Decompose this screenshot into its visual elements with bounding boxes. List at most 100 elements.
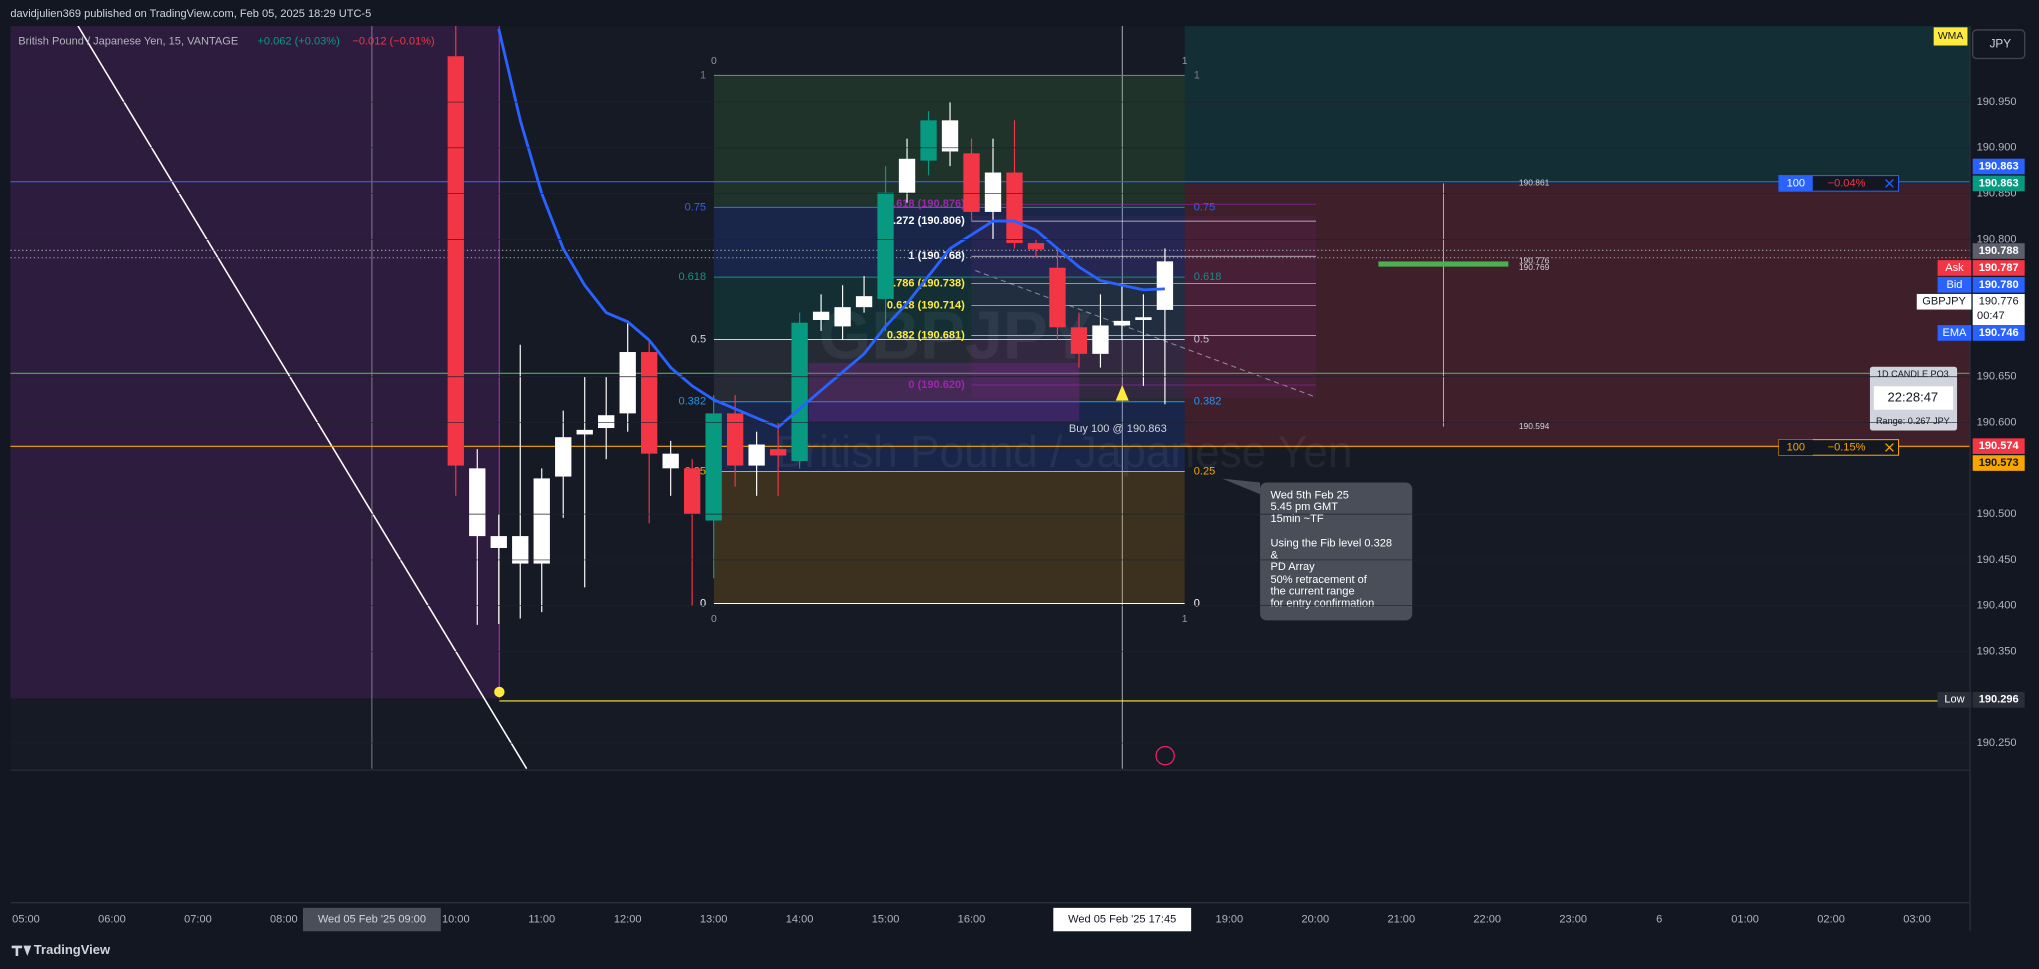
position-qty-bg bbox=[1778, 175, 1813, 192]
x-tick-label: 22:00 bbox=[1473, 913, 1501, 925]
y-tick-label: 190.800 bbox=[1977, 233, 2017, 245]
y-tick-label: 190.350 bbox=[1977, 645, 2017, 657]
price-tags: 190.863 190.863 190.788 190.787 Ask 190.780 Bi… bbox=[1778, 158, 2025, 708]
marker bbox=[494, 686, 505, 698]
logo bbox=[11, 945, 32, 956]
price-tag-label: 190.780 bbox=[1979, 279, 2019, 291]
y-tick-label: 190.500 bbox=[1977, 508, 2017, 520]
note-line: Wed 5th Feb 25 bbox=[1270, 489, 1348, 501]
candle-body bbox=[555, 437, 572, 477]
crosshair-label-bg bbox=[1053, 907, 1192, 932]
crosshair-label: Wed 05 Feb '25 09:00 bbox=[318, 913, 426, 925]
x-tick-label: 15:00 bbox=[872, 913, 900, 925]
candle-body bbox=[898, 158, 916, 193]
ema-line bbox=[497, 28, 1165, 429]
candle-body bbox=[490, 536, 507, 548]
candle-body bbox=[1006, 172, 1023, 244]
candle-body bbox=[791, 322, 808, 462]
watermark: British Pound / Japanese Yen bbox=[775, 428, 1352, 477]
y-tick-label: 190.400 bbox=[1977, 600, 2017, 612]
currency[interactable]: JPY bbox=[1990, 37, 2012, 50]
note-line: the current range bbox=[1270, 586, 1354, 598]
ext-label: 1.618 (190.876) bbox=[887, 198, 965, 210]
candle-body bbox=[963, 153, 980, 212]
fib-band bbox=[713, 471, 1185, 604]
candle-body bbox=[834, 307, 851, 327]
ext-label: 1.272 (190.806) bbox=[887, 215, 965, 227]
currency-button[interactable] bbox=[1972, 29, 2026, 60]
candle-body bbox=[769, 449, 787, 456]
x-tick-label: 05:00 bbox=[12, 913, 40, 925]
price-tag bbox=[1972, 293, 2025, 326]
fib-time-label: 0 bbox=[711, 614, 717, 625]
symbol-title: British Pound / Japanese Yen, 15, VANTAG… bbox=[18, 36, 238, 48]
fib-level-label: 1 bbox=[1194, 69, 1200, 81]
price-tag bbox=[1972, 260, 2025, 276]
stop-zone bbox=[1184, 183, 1971, 448]
x-tick-label: 19:00 bbox=[1216, 913, 1244, 925]
note-line: 50% retracement of bbox=[1270, 574, 1367, 586]
candle-body bbox=[920, 120, 937, 161]
candle-body bbox=[1156, 261, 1174, 310]
fib-time-label: 1 bbox=[1182, 56, 1188, 67]
y-tick-label: 190.900 bbox=[1977, 142, 2017, 154]
candle-body bbox=[984, 172, 1002, 212]
candle-body bbox=[726, 413, 744, 466]
price-tag-name: Bid bbox=[1946, 279, 1962, 291]
candle-body bbox=[812, 311, 830, 320]
position-pnl: −0.15% bbox=[1828, 441, 1866, 453]
candle-box-timer-bg bbox=[1873, 386, 1954, 410]
candle-box-timer: 22:28:47 bbox=[1888, 389, 1939, 404]
brand: TradingView bbox=[34, 942, 111, 957]
x-tick-label: 16:00 bbox=[958, 913, 986, 925]
candle-body bbox=[941, 120, 959, 152]
countdown: 00:47 bbox=[1977, 310, 2005, 322]
price-tag-name: Low bbox=[1944, 694, 1964, 706]
price-tag-name: Ask bbox=[1945, 262, 1964, 274]
candle-box-range: Range: 0.267 JPY bbox=[1876, 416, 1950, 426]
alert-icon bbox=[1155, 745, 1175, 766]
candle-body bbox=[877, 192, 894, 299]
fib-level-label: 0.618 bbox=[1194, 271, 1222, 283]
price-tag-name-bg bbox=[1916, 293, 1972, 310]
price-tag-name-bg bbox=[1937, 260, 1972, 276]
price-tag-label: 190.787 bbox=[1979, 262, 2019, 274]
price-tag-label: 190.573 bbox=[1979, 457, 2019, 469]
x-tick-label: 07:00 bbox=[184, 913, 212, 925]
range-box bbox=[10, 26, 500, 699]
price-tag bbox=[1972, 158, 2025, 175]
fib-level-label: 0.618 bbox=[678, 271, 706, 283]
fib-level-label: 0.25 bbox=[1194, 465, 1216, 477]
y-tick-label: 190.450 bbox=[1977, 554, 2017, 566]
position-close bbox=[1885, 443, 1894, 452]
measure-label: 190.776 bbox=[1519, 256, 1550, 266]
candle-body bbox=[683, 468, 701, 515]
x-tick-label: 14:00 bbox=[786, 913, 814, 925]
position-close bbox=[1885, 179, 1894, 188]
fib-level-label: 0 bbox=[1194, 597, 1200, 609]
x-tick-label: 20:00 bbox=[1302, 913, 1330, 925]
x-tick-label: 06:00 bbox=[98, 913, 126, 925]
candle-body bbox=[619, 352, 636, 414]
price-tag bbox=[1972, 691, 2025, 708]
measure-bar bbox=[1378, 261, 1509, 267]
price-tag-label: 190.863 bbox=[1979, 177, 2019, 189]
price-tag-label: 190.788 bbox=[1979, 245, 2019, 257]
ext-label: 0.382 (190.681) bbox=[887, 329, 965, 341]
position-qty-bg bbox=[1778, 439, 1813, 456]
fib-level-label: 0.382 bbox=[1194, 396, 1222, 408]
position-pnl: −0.04% bbox=[1828, 177, 1866, 189]
fib-level-label: 1 bbox=[700, 69, 706, 81]
candle-body bbox=[533, 478, 550, 564]
ext-label: 1 (190.768) bbox=[908, 250, 965, 262]
y-tick-label: 190.650 bbox=[1977, 371, 2017, 383]
price-tag-name-bg bbox=[1937, 691, 1972, 708]
measure-label: 190.594 bbox=[1519, 421, 1550, 431]
target-zone bbox=[1184, 26, 1971, 184]
fib-level-label: 0.75 bbox=[685, 201, 707, 213]
candle-body bbox=[1113, 320, 1131, 326]
price-tag bbox=[1972, 438, 2025, 454]
price-tag bbox=[1972, 175, 2025, 192]
